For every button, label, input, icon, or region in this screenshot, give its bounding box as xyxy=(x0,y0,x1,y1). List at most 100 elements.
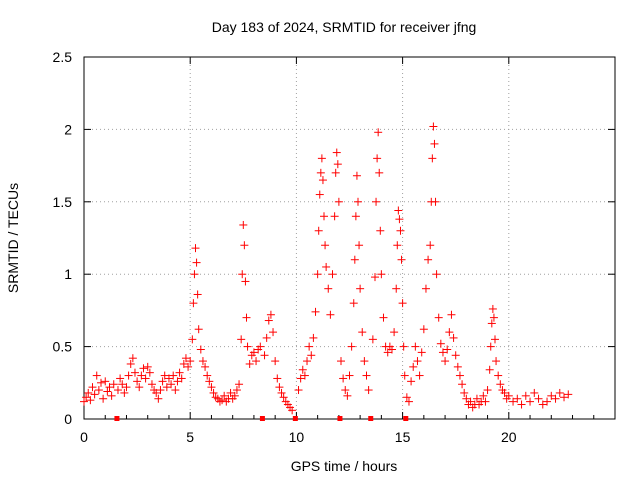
data-point xyxy=(275,383,284,392)
y-tick-label: 2.5 xyxy=(53,49,73,65)
data-point xyxy=(156,386,165,395)
data-point xyxy=(101,377,110,386)
gap-marker xyxy=(259,416,265,421)
data-point xyxy=(355,241,364,250)
data-point xyxy=(396,226,405,235)
data-point xyxy=(245,359,254,368)
data-point xyxy=(447,310,456,319)
data-point xyxy=(486,342,495,351)
data-point xyxy=(152,388,161,397)
data-point xyxy=(466,397,475,406)
data-point xyxy=(175,368,184,377)
data-point xyxy=(192,258,201,267)
data-point xyxy=(80,397,88,406)
data-point xyxy=(483,386,492,395)
data-point xyxy=(232,386,241,395)
data-point xyxy=(226,388,235,397)
data-point xyxy=(193,290,202,299)
data-point xyxy=(419,325,428,334)
data-point xyxy=(190,270,199,279)
data-point xyxy=(209,388,218,397)
data-point xyxy=(294,386,303,395)
data-point xyxy=(145,368,154,377)
data-point xyxy=(96,378,105,387)
data-point xyxy=(372,197,381,206)
data-point xyxy=(494,371,503,380)
data-point xyxy=(331,168,340,177)
data-point xyxy=(337,357,346,366)
data-point xyxy=(128,354,137,363)
data-point xyxy=(351,212,360,221)
data-point xyxy=(332,148,341,157)
x-tick-label: 20 xyxy=(501,429,517,445)
data-point xyxy=(472,394,481,403)
data-point xyxy=(130,368,139,377)
data-point xyxy=(352,171,361,180)
data-point xyxy=(141,374,150,383)
data-point xyxy=(320,212,329,221)
data-point xyxy=(496,380,505,389)
data-point xyxy=(105,383,114,392)
data-point xyxy=(402,393,411,402)
data-point xyxy=(300,371,309,380)
gap-marker xyxy=(114,416,120,421)
y-tick-label: 0.5 xyxy=(53,339,73,355)
chart-title: Day 183 of 2024, SRMTID for receiver jfn… xyxy=(212,19,477,35)
data-point xyxy=(139,364,148,373)
data-point xyxy=(451,351,460,360)
data-point xyxy=(273,374,282,383)
data-point xyxy=(353,197,362,206)
data-point xyxy=(543,397,552,406)
data-point xyxy=(411,342,420,351)
data-point xyxy=(328,270,337,279)
data-point xyxy=(462,394,471,403)
data-point xyxy=(424,255,433,264)
gap-marker xyxy=(403,416,409,421)
data-point xyxy=(160,371,169,380)
data-point xyxy=(173,377,182,386)
data-point xyxy=(430,139,439,148)
data-point xyxy=(387,345,396,354)
data-point xyxy=(260,351,269,360)
gap-marker-layer xyxy=(114,416,409,421)
data-point xyxy=(560,393,569,402)
data-point xyxy=(177,374,186,383)
y-tick-label: 1.5 xyxy=(53,194,73,210)
data-point xyxy=(230,391,239,400)
data-point xyxy=(307,351,316,360)
data-point xyxy=(86,396,95,405)
data-point xyxy=(171,386,180,395)
data-point xyxy=(194,325,203,334)
data-point xyxy=(211,393,220,402)
data-point xyxy=(343,391,352,400)
x-tick-label: 10 xyxy=(289,429,305,445)
data-point xyxy=(133,377,142,386)
data-point xyxy=(360,357,369,366)
data-point xyxy=(362,371,371,380)
data-point xyxy=(400,371,409,380)
data-point xyxy=(526,397,535,406)
data-point xyxy=(364,386,373,395)
data-point xyxy=(315,190,324,199)
data-point xyxy=(167,380,176,389)
data-point xyxy=(118,380,127,389)
data-point xyxy=(196,345,205,354)
data-point xyxy=(356,284,365,293)
data-point xyxy=(317,154,326,163)
plot-frame xyxy=(83,56,616,420)
data-point xyxy=(135,383,144,392)
data-point xyxy=(441,357,450,366)
data-point xyxy=(530,388,539,397)
data-point xyxy=(137,371,146,380)
data-point xyxy=(358,328,367,337)
data-point xyxy=(521,391,530,400)
data-point xyxy=(303,357,312,366)
data-point xyxy=(436,339,445,348)
data-point xyxy=(383,348,392,357)
data-point xyxy=(426,241,435,250)
data-point xyxy=(88,383,97,392)
data-point xyxy=(243,342,252,351)
data-point xyxy=(393,241,402,250)
data-point xyxy=(500,388,509,397)
data-point xyxy=(551,394,560,403)
